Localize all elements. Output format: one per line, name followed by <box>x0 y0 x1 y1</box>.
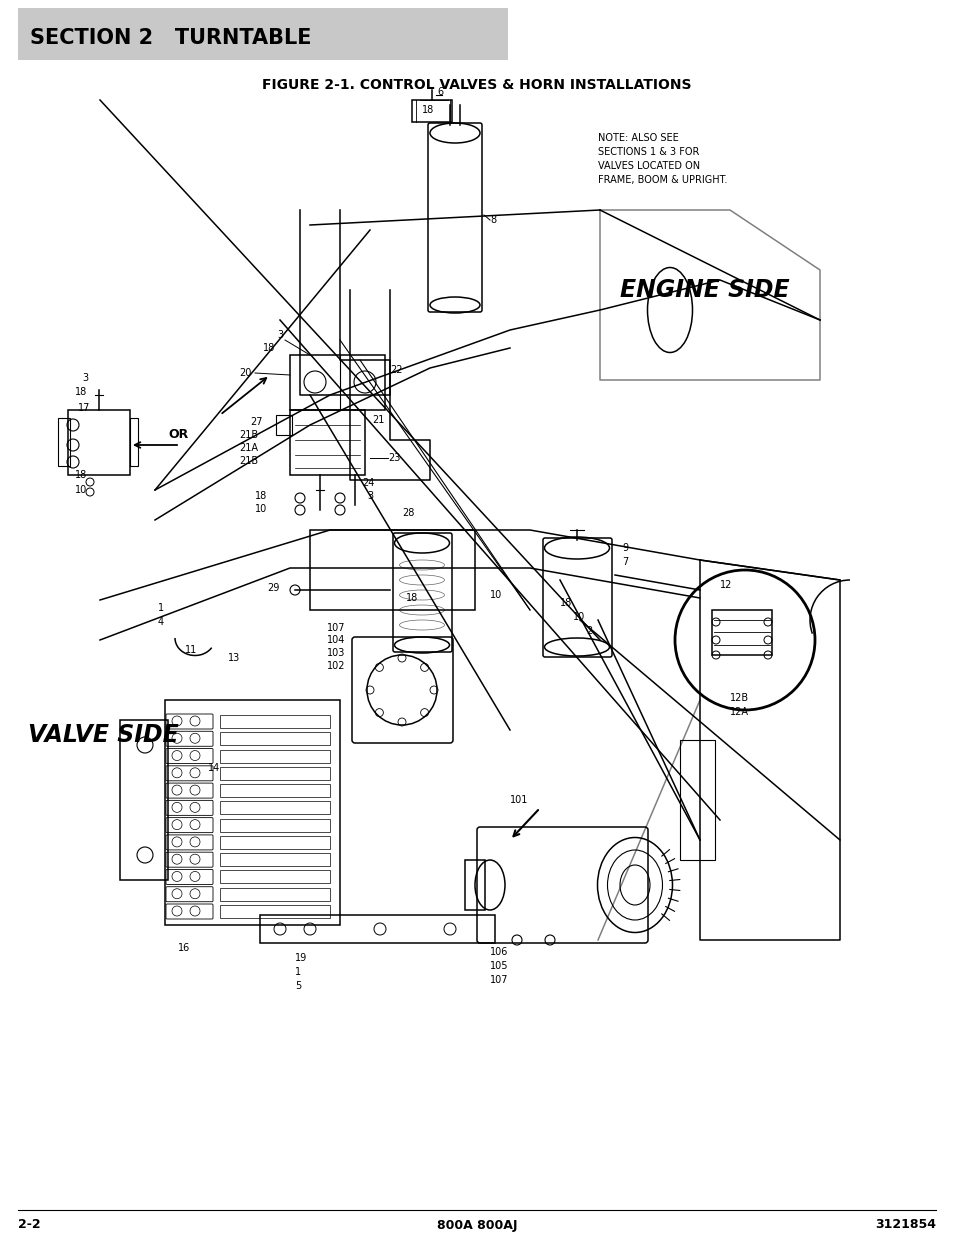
Bar <box>120 720 168 881</box>
Text: 1: 1 <box>294 967 301 977</box>
Text: 21A: 21A <box>239 443 257 453</box>
Text: 3: 3 <box>276 330 283 340</box>
Text: 2-2: 2-2 <box>18 1219 41 1231</box>
Text: 4: 4 <box>158 618 164 627</box>
Bar <box>220 836 330 848</box>
Text: 3121854: 3121854 <box>874 1219 935 1231</box>
Text: 22: 22 <box>390 366 402 375</box>
Text: FIGURE 2-1. CONTROL VALVES & HORN INSTALLATIONS: FIGURE 2-1. CONTROL VALVES & HORN INSTAL… <box>262 78 691 91</box>
Bar <box>275 415 292 435</box>
Bar <box>68 410 130 475</box>
Text: 18: 18 <box>75 471 87 480</box>
Text: 20: 20 <box>239 368 252 378</box>
Text: 12: 12 <box>720 580 732 590</box>
Bar <box>290 354 385 410</box>
Text: 107: 107 <box>326 622 345 634</box>
Text: 1: 1 <box>158 603 164 613</box>
Bar <box>220 715 330 727</box>
Bar <box>220 784 330 797</box>
Text: VALVE SIDE: VALVE SIDE <box>28 722 178 747</box>
Text: 18: 18 <box>406 593 417 603</box>
Text: 106: 106 <box>490 947 508 957</box>
Text: 21: 21 <box>372 415 384 425</box>
Bar <box>18 7 507 61</box>
Text: 17: 17 <box>78 403 91 412</box>
Text: 28: 28 <box>401 508 414 517</box>
Bar <box>711 610 771 655</box>
Bar <box>165 700 339 925</box>
Bar <box>220 853 330 866</box>
Text: 10: 10 <box>75 485 87 495</box>
Text: 10: 10 <box>254 504 267 514</box>
Bar <box>679 740 714 860</box>
Text: 18: 18 <box>75 387 87 396</box>
Text: NOTE: ALSO SEE
SECTIONS 1 & 3 FOR
VALVES LOCATED ON
FRAME, BOOM & UPRIGHT.: NOTE: ALSO SEE SECTIONS 1 & 3 FOR VALVES… <box>598 133 726 185</box>
Text: 103: 103 <box>326 648 345 658</box>
Text: 12A: 12A <box>729 706 748 718</box>
Text: 18: 18 <box>262 343 274 353</box>
Bar <box>220 871 330 883</box>
Bar <box>412 100 452 122</box>
Text: 21B: 21B <box>238 430 257 440</box>
Text: 16: 16 <box>178 944 190 953</box>
Text: 11: 11 <box>185 645 197 655</box>
Bar <box>260 915 495 944</box>
Bar <box>464 860 484 910</box>
Text: 14: 14 <box>208 763 220 773</box>
Text: 12B: 12B <box>729 693 748 703</box>
Text: OR: OR <box>168 429 188 441</box>
Text: SECTION 2   TURNTABLE: SECTION 2 TURNTABLE <box>30 28 312 48</box>
Text: 8: 8 <box>490 215 496 225</box>
Text: 2: 2 <box>585 626 592 636</box>
Text: 5: 5 <box>294 981 301 990</box>
Bar <box>220 732 330 745</box>
Bar <box>58 417 70 466</box>
Text: 23: 23 <box>388 453 400 463</box>
Text: ENGINE SIDE: ENGINE SIDE <box>619 278 789 303</box>
Text: 27: 27 <box>251 417 263 427</box>
Bar <box>290 410 365 475</box>
Text: 102: 102 <box>326 661 345 671</box>
Text: 107: 107 <box>490 974 508 986</box>
Text: 9: 9 <box>621 543 627 553</box>
Text: 18: 18 <box>254 492 267 501</box>
Text: 800A 800AJ: 800A 800AJ <box>436 1219 517 1231</box>
Bar <box>310 530 475 610</box>
Text: 10: 10 <box>490 590 501 600</box>
Text: 18: 18 <box>421 105 434 115</box>
Text: 3: 3 <box>82 373 88 383</box>
Text: 7: 7 <box>621 557 628 567</box>
Text: 13: 13 <box>228 653 240 663</box>
Bar <box>220 905 330 918</box>
Text: 21B: 21B <box>238 456 257 466</box>
Text: 104: 104 <box>326 635 345 645</box>
Bar <box>220 819 330 831</box>
Text: 29: 29 <box>268 583 280 593</box>
Bar <box>220 888 330 900</box>
Text: 101: 101 <box>510 795 528 805</box>
Text: 18: 18 <box>559 598 572 608</box>
Text: 105: 105 <box>490 961 508 971</box>
Text: 10: 10 <box>573 613 584 622</box>
Bar <box>220 802 330 814</box>
Text: 19: 19 <box>294 953 307 963</box>
Bar <box>130 417 138 466</box>
Text: 6: 6 <box>436 86 442 98</box>
Bar <box>220 767 330 779</box>
Text: 3: 3 <box>367 492 373 501</box>
Bar <box>220 750 330 762</box>
Text: 24: 24 <box>361 478 374 488</box>
